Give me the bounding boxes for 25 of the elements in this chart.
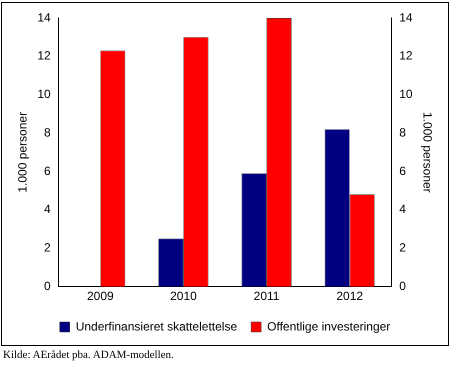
x-tick-label: 2011 [254,289,280,304]
y-tick-label: 12 [37,48,52,63]
y-axis-title: 1.000 personer [16,112,30,193]
y2-tick-label: 4 [399,202,406,216]
y2-tick-label: 0 [399,278,406,293]
legend-label: Offentlige investeringer [267,319,390,334]
y-tick-label: 0 [44,278,52,293]
y-tick-label: 10 [37,87,52,102]
y2-axis-title: 1.000 personer [420,112,434,193]
y-tick-label: 2 [44,240,52,255]
y2-tick-label: 6 [399,164,406,178]
y-tick-label: 6 [44,164,52,178]
y2-tick-label: 2 [399,240,406,255]
text: Kilde: AErådet pba. ADAM-modellen. [3,349,175,361]
x-tick-label: 2012 [336,289,364,304]
y2-tick-label: 8 [399,125,406,140]
y2-tick-label: 12 [399,48,413,63]
y-tick-label: 4 [44,202,52,216]
y-tick-label: 8 [44,125,52,140]
x-tick-label: 2009 [86,289,114,304]
legend-label: Underfinansieret skattelettelse [76,319,238,334]
x-tick-label: 2010 [170,289,198,304]
y-tick-label: 14 [37,10,52,24]
y2-tick-label: 14 [399,10,413,24]
y2-tick-label: 10 [399,87,413,102]
